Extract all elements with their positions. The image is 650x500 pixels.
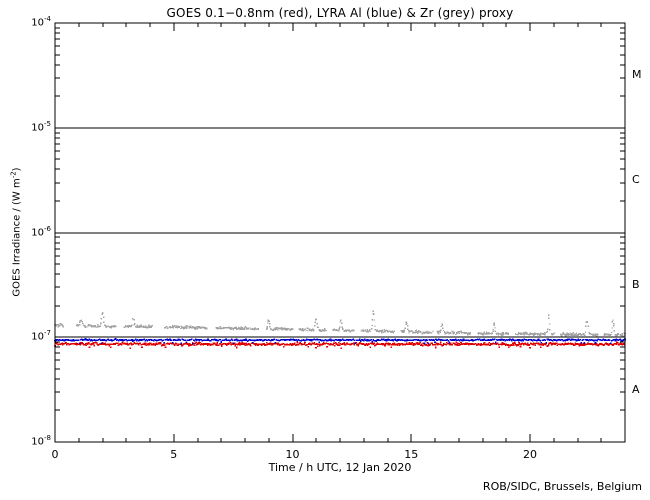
y-tick-label: 10-4: [31, 15, 51, 29]
x-tick-label: 10: [285, 448, 300, 461]
y-tick-label: 10-6: [31, 224, 51, 238]
y-axis-title: GOES Irradiance / (W m-2): [9, 167, 22, 296]
y-axis-title-text: GOES Irradiance / (W m: [11, 178, 23, 297]
flare-class-boundary-lines: [55, 127, 625, 338]
flare-class-label-c: C: [632, 173, 640, 187]
flare-class-label-b: B: [632, 277, 640, 291]
flare-class-label-a: A: [632, 382, 640, 396]
plot-frame: [54, 22, 626, 443]
chart-title: GOES 0.1−0.8nm (red), LYRA Al (blue) & Z…: [166, 6, 514, 20]
y-tick-label: 10-5: [31, 119, 51, 134]
series-points-lyra-al-proxy: [54, 338, 626, 345]
x-tick-label: 20: [523, 448, 537, 461]
y-tick-label: 10-8: [31, 434, 51, 448]
y-axis-title-exponent: -2: [9, 171, 18, 179]
x-tick-label: 0: [51, 448, 59, 461]
series-points-goes-0-1-0-8nm: [54, 341, 626, 350]
y-tick-label: 10-7: [31, 329, 51, 343]
x-axis-title: Time / h UTC, 12 Jan 2020: [268, 461, 412, 474]
flare-class-label-m: M: [632, 68, 642, 82]
y-axis-title-close: ): [11, 167, 23, 172]
credit-text: ROB/SIDC, Brussels, Belgium: [482, 480, 642, 493]
series-points-lyra-zr-proxy: [53, 310, 627, 337]
x-tick-label: 5: [170, 448, 178, 461]
x-tick-label: 15: [404, 448, 419, 461]
